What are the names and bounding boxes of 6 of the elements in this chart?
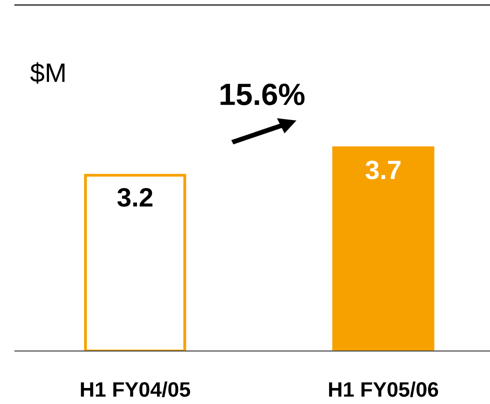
data-label: 3.7 (366, 160, 400, 180)
annotation: 15.6% (220, 84, 305, 106)
x-tick-label: H1 FY04/05 (80, 382, 190, 398)
x-tick-label: H1 FY05/06 (329, 382, 438, 398)
data-label: 3.2 (117, 188, 152, 207)
y-axis-title: $M (30, 62, 64, 84)
